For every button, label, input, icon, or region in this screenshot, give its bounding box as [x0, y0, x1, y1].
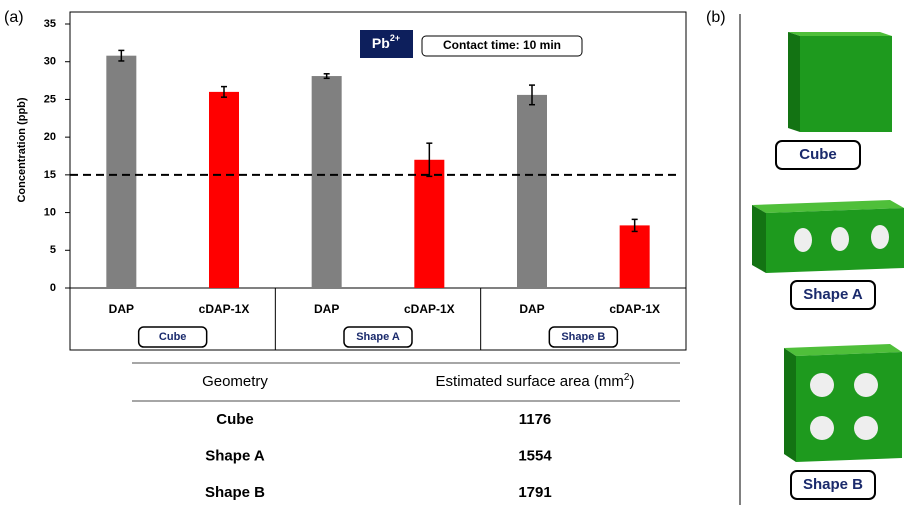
- table-cell: Shape B: [205, 484, 265, 501]
- x-tick-label: cDAP-1X: [199, 302, 250, 316]
- x-tick-label: cDAP-1X: [609, 302, 660, 316]
- x-tick-label: DAP: [519, 302, 544, 316]
- panel-label: (b): [706, 9, 726, 26]
- bar: [414, 159, 445, 288]
- group-box: [343, 326, 413, 348]
- table-cell: 1176: [519, 411, 552, 428]
- table-cell: Cube: [216, 411, 254, 428]
- table-header: Estimated surface area (mm2): [436, 372, 635, 390]
- shape-b: [784, 344, 902, 462]
- panel-label: (a): [4, 9, 24, 26]
- header-text: Estimated surface area (mm: [436, 373, 624, 390]
- shape-label-box: [775, 140, 861, 170]
- bar: [311, 76, 342, 288]
- ion-label: Pb2+: [372, 33, 400, 50]
- plot-frame: [69, 11, 687, 351]
- table-cell: 1791: [518, 484, 551, 501]
- shape-label: Cube: [799, 146, 837, 163]
- ion: Pb: [372, 35, 390, 51]
- y-tick-label: 5: [50, 244, 56, 256]
- y-tick-label: 15: [44, 169, 56, 181]
- cube-shape: [788, 32, 892, 132]
- x-tick-label: DAP: [314, 302, 339, 316]
- table-cell: 1554: [518, 447, 552, 464]
- header-sup: 2: [624, 372, 630, 383]
- x-tick-label: cDAP-1X: [404, 302, 455, 316]
- shape-a: [752, 200, 904, 273]
- shape-label: Shape B: [803, 476, 863, 493]
- ion-charge: 2+: [390, 33, 400, 43]
- header-tail: ): [629, 373, 634, 390]
- x-tick-label: DAP: [109, 302, 134, 316]
- group-box: [548, 326, 619, 348]
- y-tick-label: 0: [50, 282, 56, 294]
- group-label: Shape B: [561, 331, 605, 343]
- annotation: Contact time: 10 min: [443, 38, 561, 52]
- table-cell: Shape A: [205, 447, 265, 464]
- group-label: Shape A: [356, 331, 400, 343]
- bar: [106, 55, 137, 289]
- y-tick-label: 25: [44, 93, 56, 105]
- y-tick-label: 10: [44, 206, 56, 218]
- shape-label-box: [790, 280, 876, 310]
- y-tick-label: 20: [44, 131, 56, 143]
- ion-badge: [360, 30, 413, 58]
- group-label: Cube: [159, 331, 187, 343]
- annotation-box: [421, 35, 583, 57]
- group-box: [137, 326, 208, 348]
- table-header: Geometry: [202, 373, 268, 390]
- y-axis-label: Concentration (ppb): [16, 97, 28, 202]
- shape-label-box: [790, 470, 876, 500]
- bar: [209, 91, 239, 288]
- bar: [517, 94, 547, 288]
- bar: [619, 225, 650, 288]
- y-tick-label: 30: [44, 56, 56, 68]
- shape-label: Shape A: [803, 286, 863, 303]
- y-tick-label: 35: [44, 18, 56, 30]
